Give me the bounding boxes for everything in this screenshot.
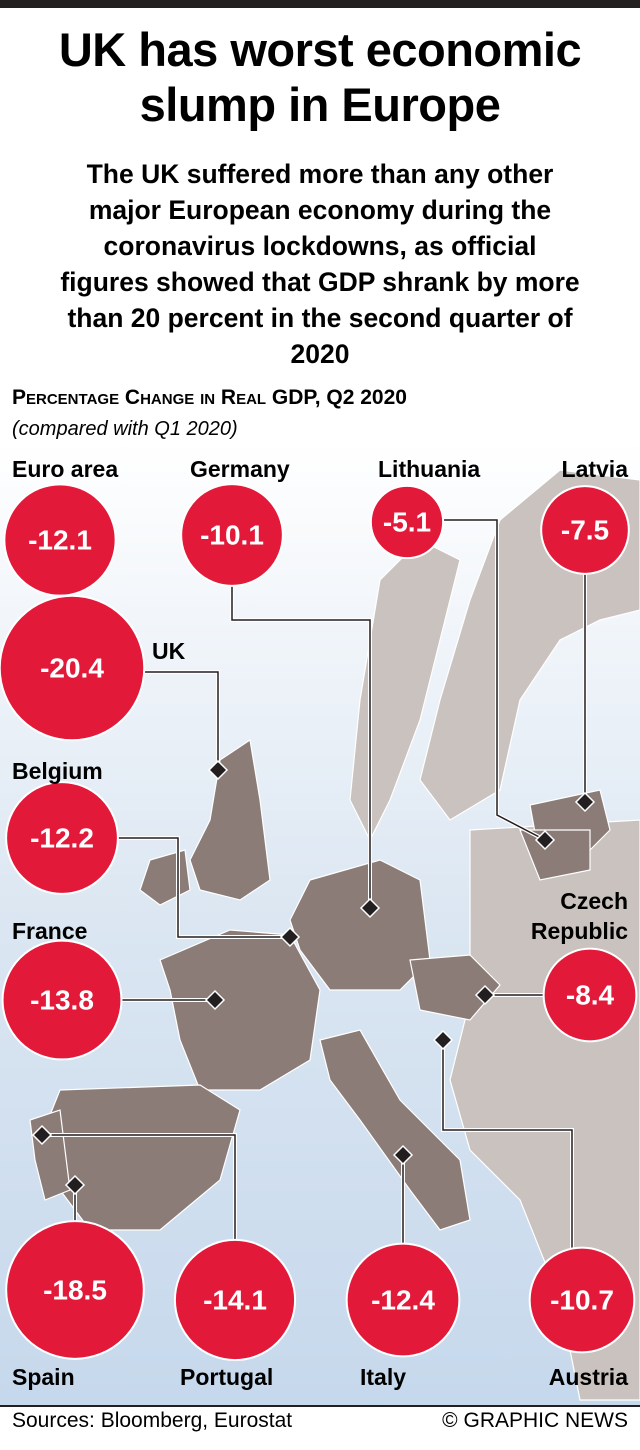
region-label: Spain xyxy=(12,1364,75,1390)
value-label: -12.2 xyxy=(30,823,94,854)
value-label: -18.5 xyxy=(43,1275,107,1306)
value-bubble xyxy=(5,1220,145,1360)
value-bubble xyxy=(345,1242,461,1358)
value-bubble xyxy=(0,594,146,742)
region-label: Austria xyxy=(548,1364,628,1390)
region-label: Euro area xyxy=(12,456,119,482)
value-bubble xyxy=(1,939,123,1061)
value-label: -12.1 xyxy=(28,525,92,556)
leader-diamond xyxy=(31,1124,53,1146)
value-label: -20.4 xyxy=(40,653,104,684)
value-label: -12.4 xyxy=(371,1285,435,1316)
subtitle: The UK suffered more than any other majo… xyxy=(60,159,580,369)
leader-diamond xyxy=(359,897,381,919)
value-bubble xyxy=(369,484,445,560)
top-bar xyxy=(0,0,640,8)
leader-diamond xyxy=(279,926,301,948)
region-label: Belgium xyxy=(12,758,103,784)
leader-diamond xyxy=(392,1144,414,1166)
value-bubble xyxy=(5,781,119,895)
region-label: Germany xyxy=(190,456,290,482)
region-label: Italy xyxy=(360,1364,407,1390)
region-label: UK xyxy=(152,638,186,664)
value-bubble xyxy=(180,483,284,587)
region-label: Latvia xyxy=(561,456,628,482)
value-bubble xyxy=(173,1238,297,1362)
value-label: -10.1 xyxy=(200,520,264,551)
leader-diamond xyxy=(207,759,229,781)
value-label: -7.5 xyxy=(561,515,609,546)
value-bubble xyxy=(3,483,117,597)
leader-diamond xyxy=(204,989,226,1011)
leader-diamond xyxy=(64,1174,86,1196)
leader-diamond xyxy=(574,791,596,813)
region-label: Lithuania xyxy=(378,456,481,482)
credit: © GRAPHIC NEWS xyxy=(442,1409,628,1432)
value-label: -13.8 xyxy=(30,985,94,1016)
region-label: France xyxy=(12,918,88,944)
chart-note: (compared with Q1 2020) xyxy=(12,418,238,440)
value-bubble xyxy=(542,947,638,1043)
value-label: -14.1 xyxy=(203,1285,267,1316)
leader-diamond xyxy=(432,1029,454,1051)
value-bubble xyxy=(528,1246,636,1354)
value-label: -8.4 xyxy=(566,980,615,1011)
leader-diamond xyxy=(474,984,496,1006)
region-label: Portugal xyxy=(180,1364,274,1390)
value-label: -10.7 xyxy=(550,1285,614,1316)
chart-title: Percentage Change in Real GDP, Q2 2020 xyxy=(12,386,407,409)
title: UK has worst economic slump in Europe xyxy=(58,23,582,131)
leader-diamond xyxy=(534,829,556,851)
value-label: -5.1 xyxy=(383,507,431,538)
region-label: Czech Republic xyxy=(530,888,628,944)
value-bubble xyxy=(540,485,630,575)
source: Sources: Bloomberg, Eurostat xyxy=(12,1409,293,1432)
